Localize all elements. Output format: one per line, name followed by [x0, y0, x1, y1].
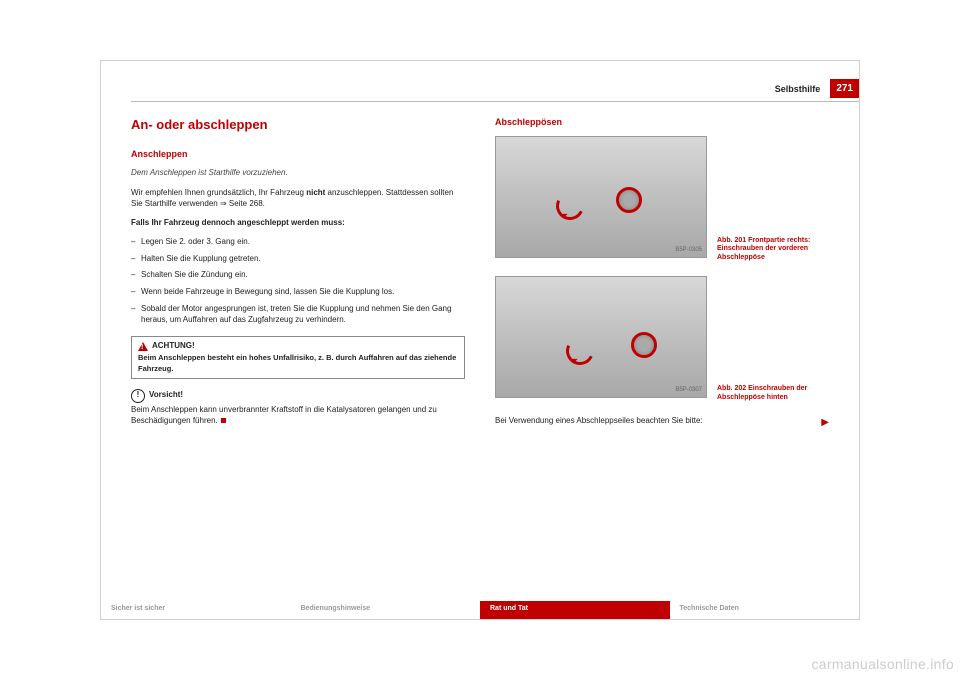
must-heading: Falls Ihr Fahrzeug dennoch angeschleppt … [131, 218, 465, 229]
footer-tab-safety: Sicher ist sicher [101, 601, 291, 619]
caution-label: Vorsicht! [149, 390, 183, 401]
section-heading: An- oder abschleppen [131, 116, 465, 134]
intro-bold: nicht [306, 188, 325, 197]
step-item: Sobald der Motor angesprungen ist, trete… [131, 304, 465, 326]
step-item: Wenn beide Fahrzeuge in Bewegung sind, l… [131, 287, 465, 298]
tow-eye-icon [616, 187, 642, 213]
figure-row-1: B5P-0305 Abb. 201 Frontpartie rechts: Ei… [495, 136, 829, 262]
warning-text: Beim Anschleppen besteht ein hohes Unfal… [138, 353, 458, 373]
chapter-title: Selbsthilfe [775, 84, 821, 94]
step-item: Legen Sie 2. oder 3. Gang ein. [131, 237, 465, 248]
content-area: An- oder abschleppen Anschleppen Dem Ans… [131, 116, 829, 579]
left-column: An- oder abschleppen Anschleppen Dem Ans… [131, 116, 465, 579]
right-column: Abschleppösen B5P-0305 Abb. 201 Frontpar… [495, 116, 829, 579]
caution-text: Beim Anschleppen kann unverbrannter Kraf… [131, 405, 437, 425]
footer-tab-specs: Technische Daten [670, 601, 860, 619]
step-list: Legen Sie 2. oder 3. Gang ein. Halten Si… [131, 237, 465, 326]
manual-page: Selbsthilfe 271 An- oder abschleppen Ans… [100, 60, 860, 620]
tow-eye-icon [631, 332, 657, 358]
watermark-text: carmanualsonline.info [812, 656, 955, 672]
caution-header: ! Vorsicht! [131, 389, 465, 403]
warning-box: ACHTUNG! Beim Anschleppen besteht ein ho… [131, 336, 465, 379]
figure-202-caption: Abb. 202 Einschrauben der Abschleppöse h… [717, 385, 827, 402]
page-header: Selbsthilfe 271 [775, 79, 859, 98]
figure-code: B5P-0307 [675, 386, 702, 394]
warning-header: ACHTUNG! [138, 341, 458, 352]
footer-nav: Sicher ist sicher Bedienungshinweise Rat… [101, 601, 859, 619]
closing-paragraph: Bei Verwendung eines Abschleppseiles bea… [495, 416, 829, 427]
continue-arrow-icon: ▶ [821, 416, 829, 430]
figure-201-caption: Abb. 201 Frontpartie rechts: Einschraube… [717, 237, 827, 262]
closing-text: Bei Verwendung eines Abschleppseiles bea… [495, 416, 703, 425]
end-marker-icon [221, 418, 226, 423]
footer-tab-tips: Rat und Tat [480, 601, 670, 619]
figure-code: B5P-0305 [675, 246, 702, 254]
intro-paragraph: Wir empfehlen Ihnen grundsätzlich, Ihr F… [131, 188, 465, 210]
rotation-arrow-icon [562, 333, 598, 369]
intro-text-1: Wir empfehlen Ihnen grundsätzlich, Ihr F… [131, 188, 306, 197]
footer-tab-operation: Bedienungshinweise [291, 601, 481, 619]
lead-sentence: Dem Anschleppen ist Starthilfe vorzuzieh… [131, 168, 465, 179]
step-item: Halten Sie die Kupplung getreten. [131, 254, 465, 265]
header-rule [131, 101, 859, 102]
caution-paragraph: Beim Anschleppen kann unverbrannter Kraf… [131, 405, 465, 427]
caution-circle-icon: ! [131, 389, 145, 403]
subsection-heading: Anschleppen [131, 148, 465, 160]
figure-202: B5P-0307 [495, 276, 707, 398]
rotation-arrow-icon [552, 188, 588, 224]
figure-201: B5P-0305 [495, 136, 707, 258]
warning-triangle-icon [138, 342, 148, 351]
step-item: Schalten Sie die Zündung ein. [131, 270, 465, 281]
figure-row-2: B5P-0307 Abb. 202 Einschrauben der Absch… [495, 276, 829, 402]
subsection-heading-right: Abschleppösen [495, 116, 829, 128]
warning-label: ACHTUNG! [152, 341, 195, 352]
page-number-badge: 271 [830, 79, 859, 98]
